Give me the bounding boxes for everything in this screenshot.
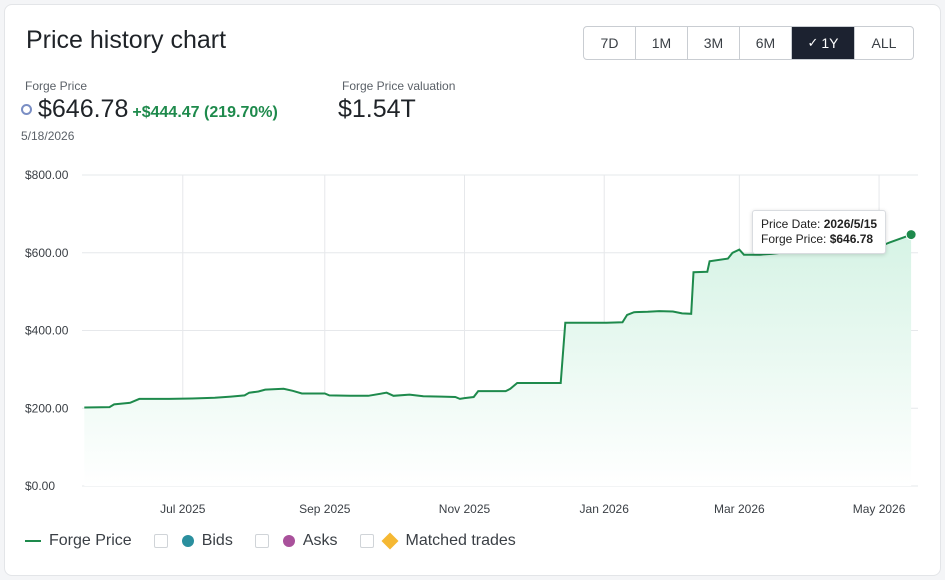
range-3m-button[interactable]: 3M <box>688 27 740 59</box>
legend-forge-price-label: Forge Price <box>49 532 132 549</box>
legend-bids[interactable]: Bids <box>153 532 233 550</box>
range-1y-button[interactable]: ✓ 1Y <box>792 27 855 59</box>
x-tick-label: May 2026 <box>853 502 906 516</box>
tooltip-date-label: Price Date: <box>761 217 821 231</box>
y-tick-label: $800.00 <box>25 168 69 182</box>
price-area <box>84 234 912 486</box>
x-tick-label: Jan 2026 <box>580 502 630 516</box>
x-tick-label: Mar 2026 <box>714 502 765 516</box>
range-6m-button[interactable]: 6M <box>740 27 792 59</box>
x-tick-label: Jul 2025 <box>160 502 206 516</box>
bids-dot-icon <box>181 535 194 547</box>
range-1y-label: 1Y <box>821 35 839 51</box>
diamond-icon <box>381 532 398 550</box>
last-price-point <box>905 229 917 241</box>
chart-legend: Forge Price Bids Asks Matched trades <box>25 532 538 550</box>
range-7d-button[interactable]: 7D <box>584 27 636 59</box>
x-tick-label: Sep 2025 <box>299 502 351 516</box>
matched-checkbox[interactable] <box>359 534 374 548</box>
price-marker-icon <box>21 104 32 115</box>
check-icon: ✓ <box>807 35 819 50</box>
current-price: $646.78 <box>38 95 129 123</box>
legend-matched-trades[interactable]: Matched trades <box>359 532 516 550</box>
price-change: +$444.47 (219.70%) <box>132 104 278 121</box>
tooltip-price-value: $646.78 <box>829 232 874 246</box>
chart-title: Price history chart <box>26 26 227 54</box>
line-icon <box>25 540 41 542</box>
y-tick-label: $0.00 <box>25 479 55 493</box>
asks-dot-icon <box>282 535 295 547</box>
valuation-label: Forge Price valuation <box>342 79 456 93</box>
asks-checkbox[interactable] <box>254 534 269 548</box>
legend-forge-price[interactable]: Forge Price <box>25 532 132 550</box>
tooltip-date-value: 2026/5/15 <box>823 217 878 231</box>
legend-asks[interactable]: Asks <box>254 532 338 550</box>
range-all-button[interactable]: ALL <box>871 35 897 51</box>
price-row: $646.78 +$444.47 (219.70%) <box>21 95 278 124</box>
valuation-value: $1.54T <box>338 95 416 123</box>
price-line <box>84 233 912 409</box>
y-tick-label: $200.00 <box>25 401 69 415</box>
legend-asks-label: Asks <box>302 532 338 549</box>
range-selector: 7D 1M 3M 6M ✓ 1Y ALL <box>583 26 914 60</box>
price-date: 5/18/2026 <box>21 129 75 143</box>
chart-tooltip: Price Date: 2026/5/15 Forge Price: $646.… <box>752 210 887 254</box>
y-tick-label: $600.00 <box>25 246 69 260</box>
bids-checkbox[interactable] <box>153 534 168 548</box>
tooltip-price-label: Forge Price: <box>761 232 827 246</box>
legend-matched-label: Matched trades <box>405 532 516 549</box>
range-1m-button[interactable]: 1M <box>636 27 688 59</box>
x-tick-label: Nov 2025 <box>439 502 491 516</box>
legend-bids-label: Bids <box>201 532 233 549</box>
price-label: Forge Price <box>25 79 88 93</box>
y-tick-label: $400.00 <box>25 324 69 338</box>
